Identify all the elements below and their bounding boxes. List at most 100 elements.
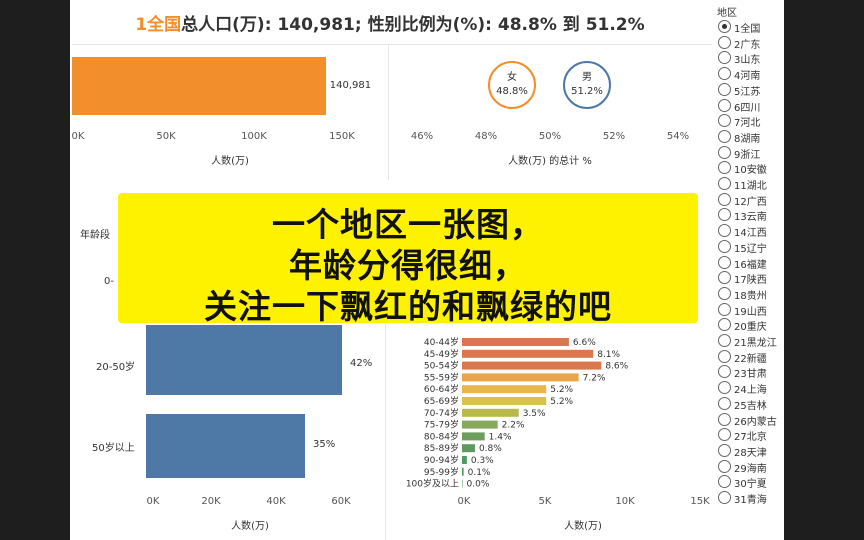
region-option-label[interactable]: 23甘肃 (734, 369, 767, 381)
region-option-label[interactable]: 7河北 (734, 118, 761, 130)
age-detail-bar[interactable] (462, 432, 485, 441)
age-detail-bar[interactable] (462, 408, 519, 417)
region-option-label[interactable]: 24上海 (734, 385, 767, 397)
region-radio-12[interactable] (718, 192, 731, 206)
region-option-label[interactable]: 20重庆 (734, 322, 767, 334)
region-option-label[interactable]: 8湖南 (734, 133, 761, 145)
region-option-label[interactable]: 11湖北 (734, 181, 767, 192)
age-detail-bar[interactable] (462, 467, 464, 476)
age-detail-category-label: 80-84岁 (424, 430, 459, 442)
age-group-bar-1[interactable] (146, 325, 342, 395)
region-radio-8[interactable] (718, 129, 731, 143)
region-option-label[interactable]: 28天津 (734, 447, 767, 459)
region-radio-1[interactable] (718, 20, 731, 33)
region-radio-16[interactable] (718, 255, 731, 269)
region-option-label[interactable]: 3山东 (734, 55, 761, 67)
region-option-label[interactable]: 10安徽 (734, 165, 767, 177)
region-option-label[interactable]: 9浙江 (734, 149, 761, 161)
region-radio-4[interactable] (718, 67, 731, 81)
age-detail-category-label: 85-89岁 (424, 442, 459, 454)
region-radio-2[interactable] (718, 35, 731, 49)
age-detail-bar[interactable] (462, 444, 475, 453)
region-option-label[interactable]: 15辽宁 (734, 243, 767, 255)
divider-bottom-vertical (385, 200, 386, 540)
age-detail-bar[interactable] (462, 385, 547, 394)
region-option-label[interactable]: 6四川 (734, 102, 761, 114)
age-detail-value-label: 8.1% (597, 350, 620, 360)
region-option-label[interactable]: 27北京 (734, 432, 767, 444)
region-radio-3[interactable] (718, 51, 731, 65)
age-detail-category-label: 50-54岁 (424, 360, 459, 372)
age-detail-category-label: 70-74岁 (424, 407, 459, 419)
age-detail-bar[interactable] (462, 397, 547, 405)
region-radio-18[interactable] (718, 286, 731, 300)
region-option-label[interactable]: 21黑龙江 (734, 338, 777, 349)
region-radio-19[interactable] (718, 302, 731, 316)
age-detail-value-label: 7.2% (583, 373, 606, 383)
region-option-label[interactable]: 5江苏 (734, 86, 761, 98)
region-option-label[interactable]: 12广西 (734, 196, 767, 208)
region-option-label[interactable]: 13云南 (734, 212, 767, 224)
region-radio-14[interactable] (718, 224, 731, 238)
region-option-label[interactable]: 2广东 (734, 39, 761, 51)
region-option-label[interactable]: 17陕西 (734, 275, 767, 287)
region-radio-5[interactable] (718, 82, 731, 96)
age-group-bar-2[interactable] (146, 414, 305, 478)
region-radio-28[interactable] (718, 443, 731, 457)
region-radio-6[interactable] (718, 98, 731, 112)
region-option-label[interactable]: 14江西 (734, 228, 767, 240)
age-detail-value-label: 0.1% (468, 468, 491, 478)
age-detail-tick-0: 0K (457, 496, 471, 507)
age-detail-category-label: 65-69岁 (424, 395, 459, 407)
region-radio-27[interactable] (718, 428, 731, 442)
gender-tick-2: 50% (538, 131, 562, 142)
region-radio-29[interactable] (718, 459, 731, 473)
region-option-label[interactable]: 29海南 (734, 463, 767, 475)
region-radio-23[interactable] (718, 365, 731, 379)
region-option-label[interactable]: 30宁夏 (734, 479, 767, 491)
region-option-label[interactable]: 19山西 (734, 306, 767, 318)
age-detail-value-label: 1.4% (489, 432, 512, 442)
region-option-label[interactable]: 26内蒙古 (734, 416, 777, 428)
age-detail-bar[interactable] (462, 456, 467, 464)
page-title: 1全国总人口(万): 140,981; 性别比例为(%): 48.8% 到 51… (80, 10, 700, 36)
age-detail-bar[interactable] (462, 338, 569, 346)
region-option-label[interactable]: 31青海 (734, 495, 767, 506)
region-radio-21[interactable] (718, 334, 731, 347)
region-radio-15[interactable] (718, 239, 731, 253)
region-radio-20[interactable] (718, 318, 731, 332)
age-detail-bar[interactable] (462, 373, 579, 382)
region-radio-13[interactable] (718, 208, 731, 222)
age-detail-bar[interactable] (462, 479, 463, 488)
region-radio-24[interactable] (718, 381, 731, 395)
female-value: 48.8% (496, 86, 528, 97)
region-radio-31[interactable] (718, 491, 731, 504)
age-detail-bar[interactable] (462, 361, 602, 370)
title-ratio-value: 48.8% 到 51.2% (497, 15, 645, 35)
region-radio-17[interactable] (718, 271, 731, 285)
region-option-label[interactable]: 22新疆 (734, 353, 767, 365)
age-detail-tick-1: 5K (538, 496, 552, 507)
region-radio-10[interactable] (718, 161, 731, 175)
region-option-label[interactable]: 18贵州 (734, 290, 767, 302)
region-radio-22[interactable] (718, 349, 731, 363)
region-radio-30[interactable] (718, 475, 731, 489)
female-circle[interactable]: 女 48.8% (488, 61, 536, 109)
age-detail-bar[interactable] (462, 420, 498, 429)
region-filter-title: 地区 (717, 8, 737, 19)
region-option-label[interactable]: 25吉林 (734, 400, 767, 412)
population-bar[interactable] (72, 57, 326, 115)
age-group-xlabel: 人数(万) (231, 521, 269, 532)
male-circle[interactable]: 男 51.2% (563, 61, 611, 109)
region-option-label[interactable]: 4河南 (734, 71, 761, 83)
region-radio-25[interactable] (718, 396, 731, 410)
region-radio-26[interactable] (718, 412, 731, 426)
region-option-label[interactable]: 16福建 (734, 259, 767, 271)
region-option-label[interactable]: 1全国 (734, 24, 761, 35)
region-radio-9[interactable] (718, 145, 731, 159)
right-border (784, 0, 864, 540)
age-detail-value-label: 0.3% (471, 456, 494, 466)
region-radio-7[interactable] (718, 114, 731, 128)
age-detail-bar[interactable] (462, 349, 594, 358)
region-radio-11[interactable] (718, 177, 731, 190)
